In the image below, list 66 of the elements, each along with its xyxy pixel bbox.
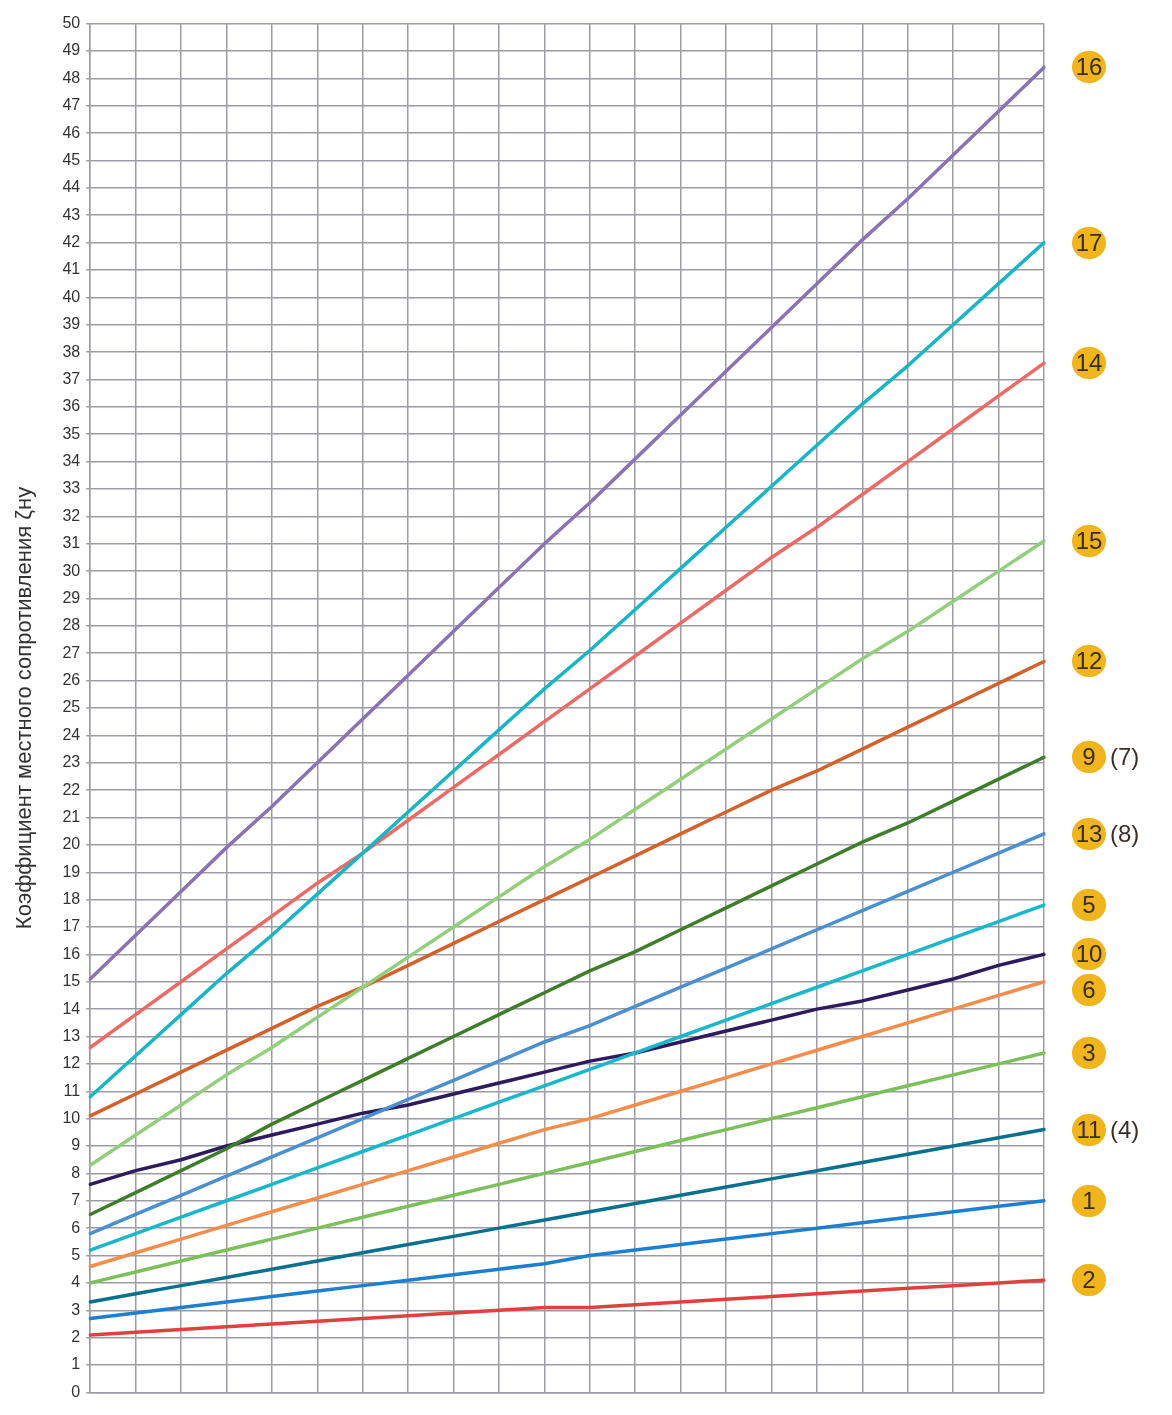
series-label: 14 (1072, 347, 1106, 380)
y-tick-label: 4 (71, 1273, 81, 1291)
y-tick-label: 18 (62, 890, 81, 908)
y-tick-label: 32 (62, 506, 81, 524)
y-tick-label: 16 (62, 944, 81, 962)
y-tick-label: 28 (62, 616, 81, 634)
series-label: 3 (1072, 1036, 1106, 1069)
y-tick-label: 17 (62, 917, 81, 935)
y-tick-label: 12 (62, 1054, 81, 1072)
series-label: 2 (1072, 1264, 1106, 1297)
y-tick-label: 6 (71, 1218, 81, 1236)
y-tick-label: 39 (62, 315, 81, 333)
y-tick-label: 42 (62, 233, 81, 251)
y-tick-label: 25 (62, 698, 81, 716)
y-tick-label: 36 (62, 397, 81, 415)
y-tick-label: 34 (62, 452, 81, 470)
y-tick-label: 11 (63, 1081, 81, 1099)
y-tick-label: 45 (62, 150, 81, 168)
y-axis-title: Коэффициент местного сопротивления ζну (11, 486, 37, 930)
series-label: 6 (1072, 974, 1106, 1007)
y-tick-label: 2 (71, 1328, 81, 1346)
y-tick-label: 41 (62, 260, 81, 278)
y-tick-label: 44 (62, 178, 81, 196)
y-tick-label: 15 (62, 972, 81, 990)
series-label: 11 (4) (1075, 1114, 1140, 1145)
y-tick-label: 23 (62, 753, 81, 771)
y-tick-label: 30 (62, 561, 81, 579)
y-tick-label: 40 (62, 287, 81, 305)
series-label: 15 (1072, 525, 1106, 557)
y-tick-label: 33 (62, 479, 81, 497)
y-tick-label: 14 (62, 999, 81, 1017)
series-label: 10 (1072, 938, 1106, 971)
series-label: 16 (1072, 51, 1106, 84)
y-tick-label: 26 (62, 671, 81, 689)
y-tick-label: 1 (71, 1355, 81, 1373)
y-tick-label: 0 (71, 1382, 81, 1400)
y-tick-label: 20 (62, 835, 81, 853)
series-label: 13 (8) (1074, 818, 1140, 849)
y-tick-label: 3 (71, 1300, 81, 1318)
y-tick-label: 27 (62, 643, 81, 661)
series-label: 12 (1072, 645, 1106, 678)
series-label: 9 (7) (1081, 742, 1140, 773)
y-tick-label: 31 (62, 534, 81, 552)
y-tick-label: 35 (62, 424, 81, 442)
y-tick-label: 38 (62, 342, 81, 360)
series-label: 17 (1072, 226, 1106, 259)
y-tick-label: 13 (62, 1026, 81, 1044)
y-tick-label: 47 (62, 96, 81, 114)
y-tick-label: 50 (62, 14, 81, 32)
y-tick-label: 46 (62, 123, 81, 141)
y-tick-label: 10 (62, 1109, 81, 1127)
y-tick-label: 24 (62, 725, 81, 743)
y-tick-label: 21 (62, 807, 81, 825)
y-tick-label: 19 (62, 862, 81, 880)
series-label: 1 (1072, 1184, 1106, 1217)
series-label: 5 (1072, 889, 1106, 922)
y-tick-label: 9 (71, 1136, 81, 1154)
y-tick-label: 48 (62, 68, 81, 86)
y-tick-label: 43 (62, 205, 81, 223)
y-tick-label: 22 (62, 780, 81, 798)
y-tick-label: 37 (62, 369, 81, 387)
y-tick-label: 8 (71, 1163, 81, 1181)
y-tick-label: 5 (71, 1245, 81, 1263)
y-tick-label: 49 (62, 41, 81, 59)
y-tick-label: 29 (62, 588, 81, 606)
y-tick-label: 7 (71, 1191, 81, 1209)
